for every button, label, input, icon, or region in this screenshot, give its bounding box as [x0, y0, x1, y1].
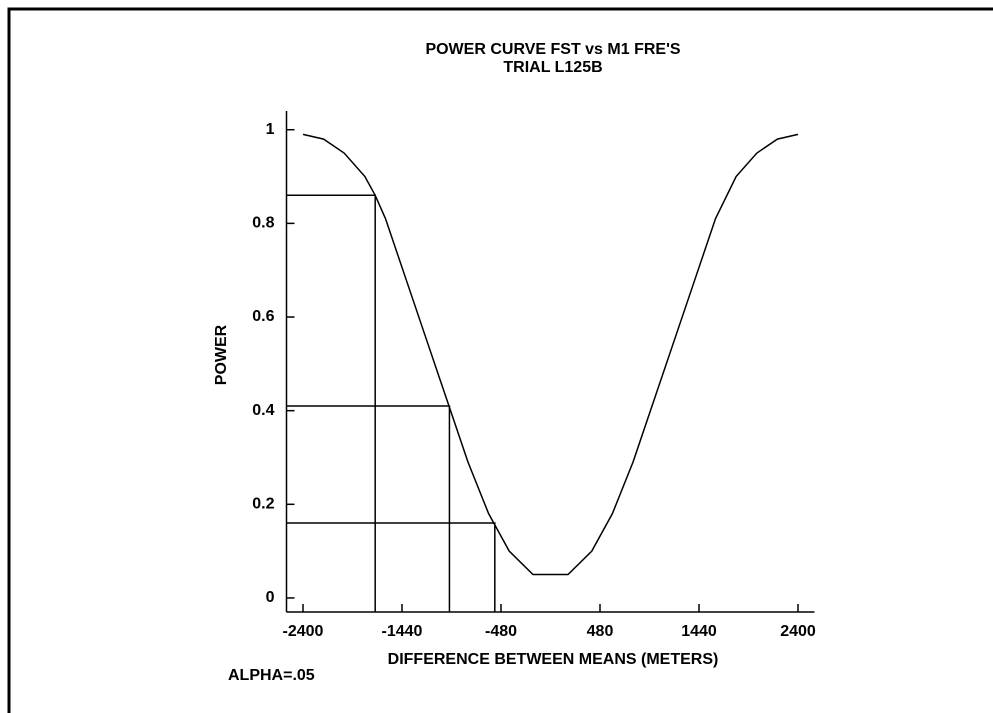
- y-tick-label: 0.8: [252, 215, 274, 232]
- x-axis-label: DIFFERENCE BETWEEN MEANS (METERS): [388, 651, 719, 668]
- x-tick-label: 1440: [681, 623, 717, 640]
- y-tick-label: 0: [266, 589, 275, 606]
- reference-line: [286, 522, 496, 612]
- y-tick-label: 0.6: [252, 308, 274, 325]
- annotation: ALPHA=.05: [228, 667, 315, 684]
- reference-line: [286, 405, 451, 612]
- y-tick-label: 0.2: [252, 496, 274, 513]
- frame: [7, 7, 993, 713]
- x-tick-label: 2400: [780, 623, 816, 640]
- reference-line: [286, 194, 376, 612]
- power-curve: [302, 133, 799, 576]
- y-axis-label: POWER: [213, 324, 230, 385]
- chart-subtitle: TRIAL L125B: [503, 59, 602, 76]
- x-tick-label: -2400: [283, 623, 324, 640]
- x-tick-label: -1440: [382, 623, 423, 640]
- y-tick-label: 0.4: [252, 402, 274, 419]
- x-tick-label: 480: [587, 623, 614, 640]
- y-tick-label: 1: [266, 121, 275, 138]
- x-tick-label: -480: [485, 623, 517, 640]
- chart-title: POWER CURVE FST vs M1 FRE'S: [425, 41, 680, 58]
